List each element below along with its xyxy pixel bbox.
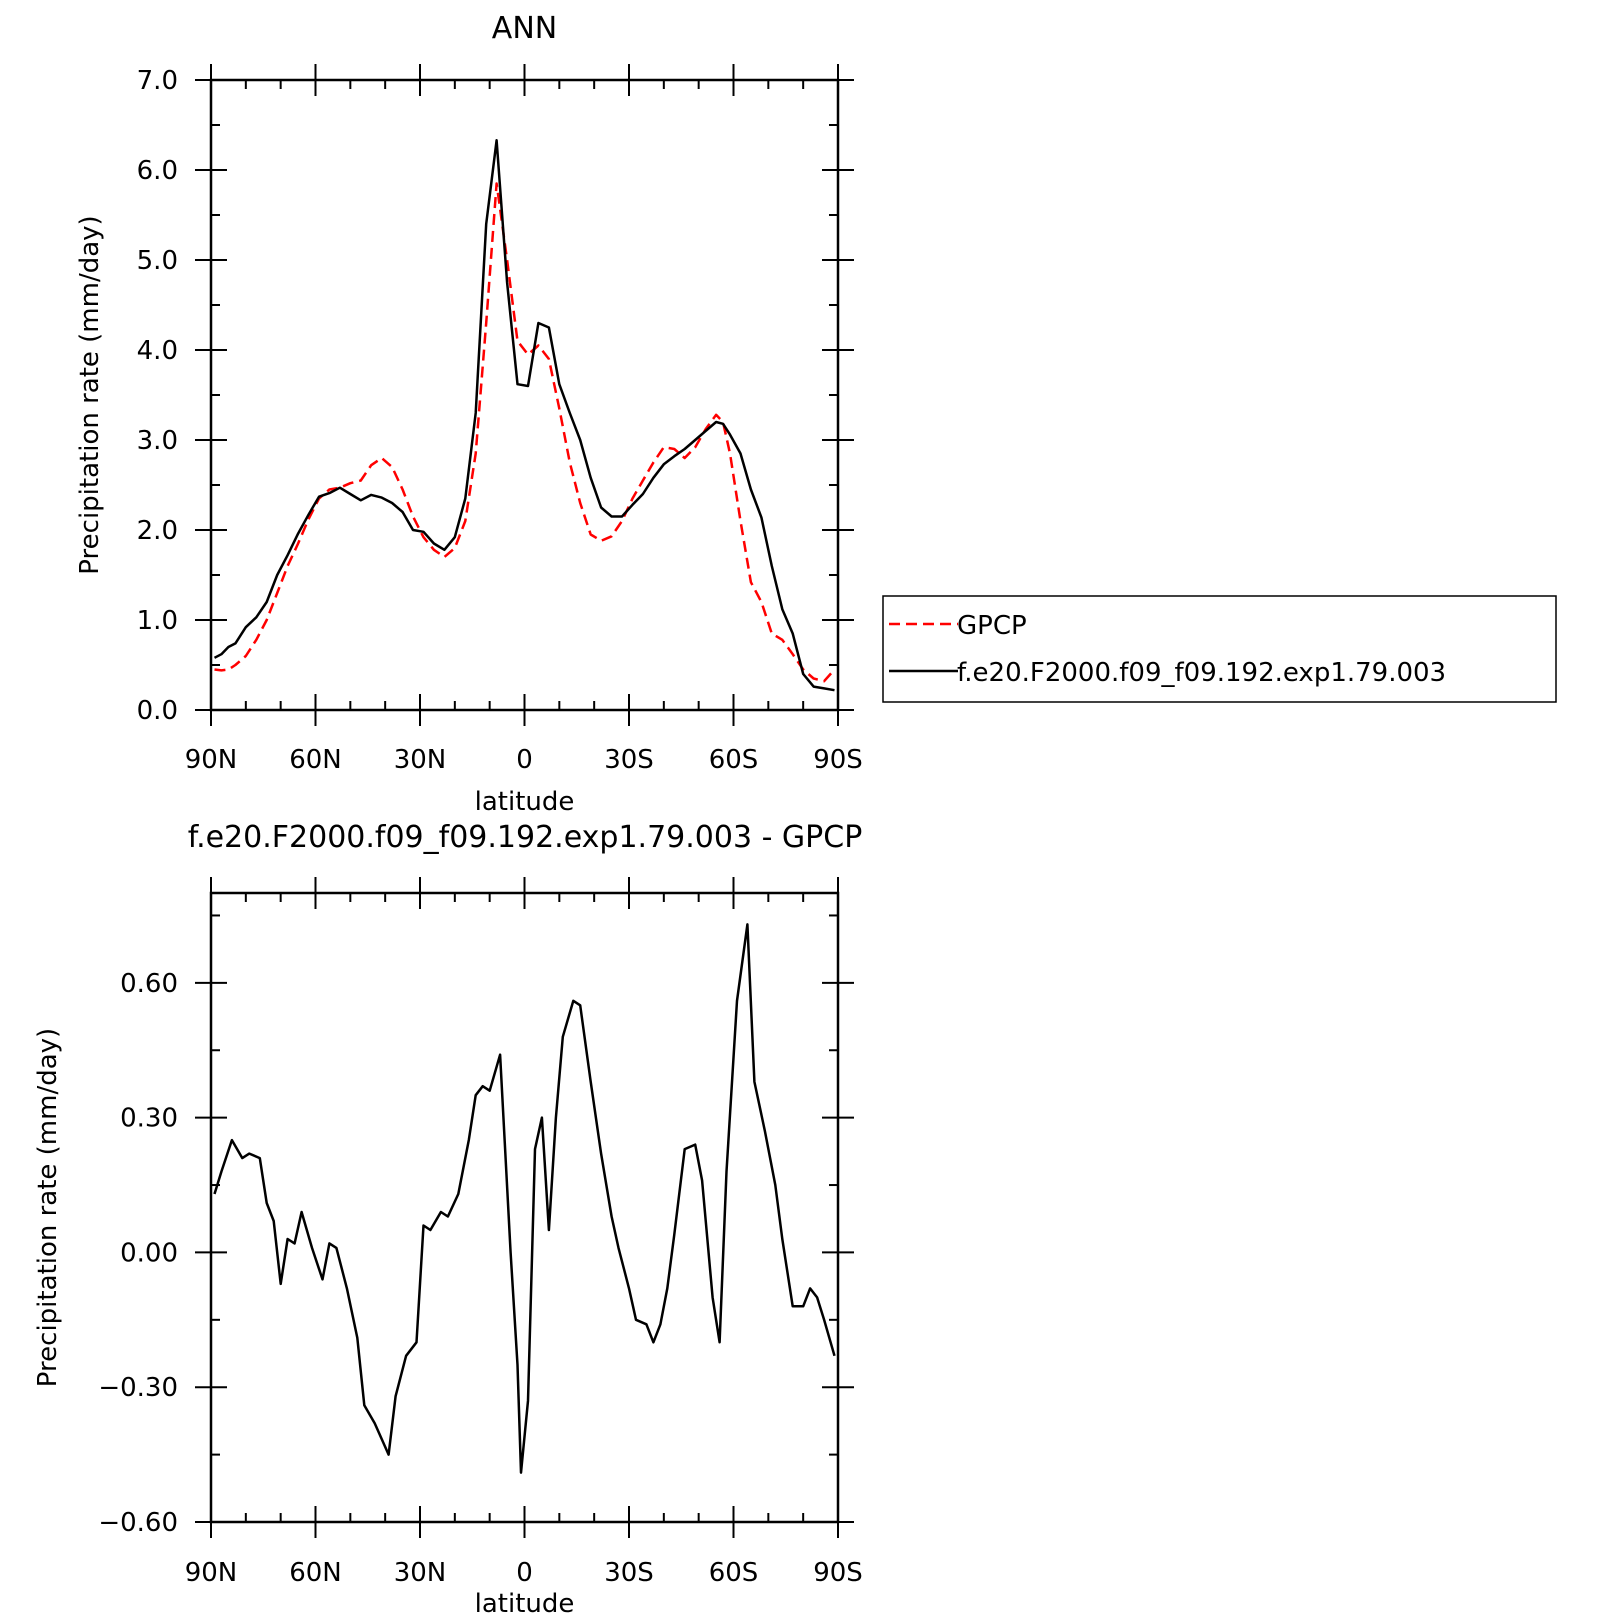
series-line-gpcp bbox=[214, 182, 836, 683]
x-tick-label: 0 bbox=[516, 745, 533, 775]
bottom-y-tick-labels: −0.60 −0.30 0.00 0.30 0.60 bbox=[98, 969, 178, 1538]
x-tick-label: 60S bbox=[709, 745, 759, 775]
y-tick-label: 0.60 bbox=[120, 969, 178, 999]
bottom-x-axis-label: latitude bbox=[475, 1589, 575, 1619]
y-tick-label: 6.0 bbox=[137, 156, 178, 186]
y-tick-label: 7.0 bbox=[137, 66, 178, 96]
bottom-plot-frame bbox=[209, 891, 840, 1524]
y-tick-label: −0.30 bbox=[98, 1373, 178, 1403]
top-x-tick-labels: 90N 60N 30N 0 30S 60S 90S bbox=[185, 745, 863, 775]
panel-bottom: f.e20.F2000.f09_f09.192.exp1.79.003 - GP… bbox=[33, 820, 863, 1619]
y-tick-label: −0.60 bbox=[98, 1508, 178, 1538]
top-y-tick-labels: 0.0 1.0 2.0 3.0 4.0 5.0 6.0 7.0 bbox=[137, 66, 178, 726]
top-plot-frame bbox=[209, 78, 840, 712]
y-tick-label: 0.00 bbox=[120, 1238, 178, 1268]
x-tick-label: 60N bbox=[289, 1558, 342, 1588]
top-axis-ticks bbox=[195, 64, 854, 726]
bottom-series-group bbox=[213, 923, 836, 1474]
series-line-difference bbox=[213, 923, 836, 1474]
bottom-y-axis-label: Precipitation rate (mm/day) bbox=[33, 1028, 63, 1387]
x-tick-label: 90S bbox=[813, 745, 863, 775]
top-x-axis-label: latitude bbox=[475, 787, 575, 817]
x-tick-label: 30N bbox=[394, 745, 447, 775]
y-tick-label: 0.0 bbox=[137, 696, 178, 726]
x-tick-label: 30S bbox=[604, 1558, 654, 1588]
top-y-axis-label: Precipitation rate (mm/day) bbox=[75, 215, 105, 574]
x-tick-label: 90N bbox=[185, 1558, 238, 1588]
y-tick-label: 5.0 bbox=[137, 246, 178, 276]
legend-label-gpcp: GPCP bbox=[957, 611, 1027, 641]
x-tick-label: 30N bbox=[394, 1558, 447, 1588]
y-tick-label: 3.0 bbox=[137, 426, 178, 456]
y-tick-label: 0.30 bbox=[120, 1104, 178, 1134]
top-series-group bbox=[213, 139, 836, 692]
y-tick-label: 4.0 bbox=[137, 336, 178, 366]
legend-label-model: f.e20.F2000.f09_f09.192.exp1.79.003 bbox=[957, 658, 1446, 688]
legend-box bbox=[882, 595, 1557, 703]
x-tick-label: 90S bbox=[813, 1558, 863, 1588]
bottom-chart-title: f.e20.F2000.f09_f09.192.exp1.79.003 - GP… bbox=[188, 820, 863, 855]
x-tick-label: 30S bbox=[604, 745, 654, 775]
x-tick-label: 60S bbox=[709, 1558, 759, 1588]
x-tick-label: 60N bbox=[289, 745, 342, 775]
x-tick-label: 90N bbox=[185, 745, 238, 775]
bottom-x-tick-labels: 90N 60N 30N 0 30S 60S 90S bbox=[185, 1558, 863, 1588]
series-line-model bbox=[213, 139, 835, 692]
y-tick-label: 2.0 bbox=[137, 516, 178, 546]
x-tick-label: 0 bbox=[516, 1558, 533, 1588]
y-tick-label: 1.0 bbox=[137, 606, 178, 636]
top-chart-title: ANN bbox=[492, 11, 557, 46]
legend: GPCP f.e20.F2000.f09_f09.192.exp1.79.003 bbox=[882, 595, 1557, 703]
panel-top: ANN 90N 60N 30N 0 30S 60S 90S 0.0 1.0 2.0 3.0 4.0 5… bbox=[75, 11, 863, 817]
